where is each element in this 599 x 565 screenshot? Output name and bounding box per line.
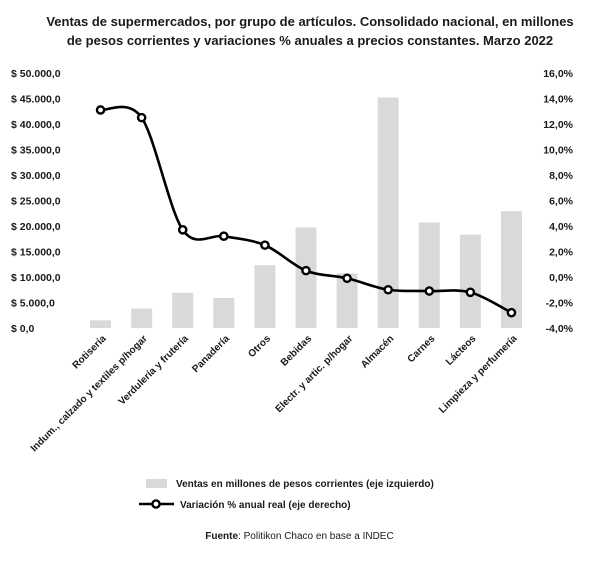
bar xyxy=(418,222,440,328)
right-axis-tick-label: 12,0% xyxy=(543,119,573,131)
left-axis-tick-label: $ 30.000,0 xyxy=(11,170,61,182)
left-axis-tick-label: $ 15.000,0 xyxy=(11,247,61,259)
right-axis-tick-label: 14,0% xyxy=(543,94,573,106)
right-axis-tick-label: 0,0% xyxy=(549,272,574,284)
left-axis-tick-label: $ 25.000,0 xyxy=(11,196,61,208)
right-axis-tick-label: 10,0% xyxy=(543,145,573,157)
line-marker xyxy=(342,273,352,284)
right-axis-tick-label: 6,0% xyxy=(549,196,574,208)
right-axis-tick-label: -4,0% xyxy=(546,323,574,335)
bar xyxy=(213,297,235,328)
line-marker xyxy=(424,286,435,296)
bar xyxy=(172,292,194,328)
bar-series xyxy=(90,97,522,328)
right-axis-tick-label: 4,0% xyxy=(549,221,574,233)
left-axis-tick-label: $ 10.000,0 xyxy=(11,272,61,284)
line-marker xyxy=(177,225,188,235)
right-axis-ticks: -4,0% -2,0% 0,0% 2,0% 4,0% 6,0% 8,0% 10,0% 12,0%… xyxy=(543,68,573,335)
left-axis-tick-label: $ 40.000,0 xyxy=(11,119,61,131)
left-axis-tick-label: $ 0,0 xyxy=(11,323,35,335)
legend-bar-label: Ventas en millones de pesos corrientes (… xyxy=(176,479,434,490)
bar xyxy=(295,227,317,328)
bar xyxy=(377,97,399,328)
bar xyxy=(131,308,153,328)
line-path xyxy=(100,105,513,314)
legend-line-label: Variación % anual real (eje derecho) xyxy=(180,500,351,511)
right-axis-tick-label: 2,0% xyxy=(549,247,574,259)
line-marker xyxy=(506,307,517,318)
category-label: Verdulería y frutería xyxy=(117,333,192,408)
source-note: Fuente: Politikon Chaco en base a INDEC xyxy=(0,531,599,542)
bar xyxy=(90,320,112,328)
category-label: Almacén xyxy=(359,333,396,370)
bar xyxy=(500,211,522,328)
bar xyxy=(336,273,358,328)
bar xyxy=(254,265,276,328)
line-series xyxy=(95,105,517,318)
line-marker xyxy=(95,105,106,115)
left-axis-tick-label: $ 5.000,0 xyxy=(11,298,55,310)
right-axis-tick-label: -2,0% xyxy=(546,298,574,310)
source-text: : Politikon Chaco en base a INDEC xyxy=(238,531,394,542)
right-axis-tick-label: 8,0% xyxy=(549,170,574,182)
line-marker xyxy=(260,240,270,250)
line-marker xyxy=(465,287,476,298)
left-axis-tick-label: $ 35.000,0 xyxy=(11,145,61,157)
right-axis-tick-label: 16,0% xyxy=(543,68,573,80)
left-axis-ticks: $ 0,0 $ 5.000,0 $ 10.000,0 $ 15.000,0 $ 20.0… xyxy=(11,68,61,335)
category-label: Lácteos xyxy=(444,333,479,368)
category-label: Rotisería xyxy=(71,333,109,371)
category-label: Electr. y artic. p/hogar xyxy=(274,333,356,415)
legend: Ventas en millones de pesos corrientes (… xyxy=(139,479,434,511)
left-axis-tick-label: $ 45.000,0 xyxy=(11,94,61,106)
chart-title: Ventas de supermercados, por grupo de ar… xyxy=(46,14,574,48)
left-axis-tick-label: $ 50.000,0 xyxy=(11,68,61,80)
line-marker xyxy=(136,112,147,123)
bar xyxy=(459,234,481,328)
category-label: Limpieza y perfumería xyxy=(437,333,520,416)
category-label: Otros xyxy=(246,333,273,360)
category-label: Bebidas xyxy=(279,333,315,369)
category-label: Carnes xyxy=(406,333,438,365)
legend-line-marker xyxy=(151,499,161,509)
category-label: Panadería xyxy=(190,333,232,375)
legend-bar-swatch xyxy=(146,479,167,488)
line-marker xyxy=(301,265,311,276)
source-label: Fuente xyxy=(205,531,239,542)
left-axis-tick-label: $ 20.000,0 xyxy=(11,221,61,233)
line-marker xyxy=(383,284,393,295)
line-marker xyxy=(219,231,229,241)
